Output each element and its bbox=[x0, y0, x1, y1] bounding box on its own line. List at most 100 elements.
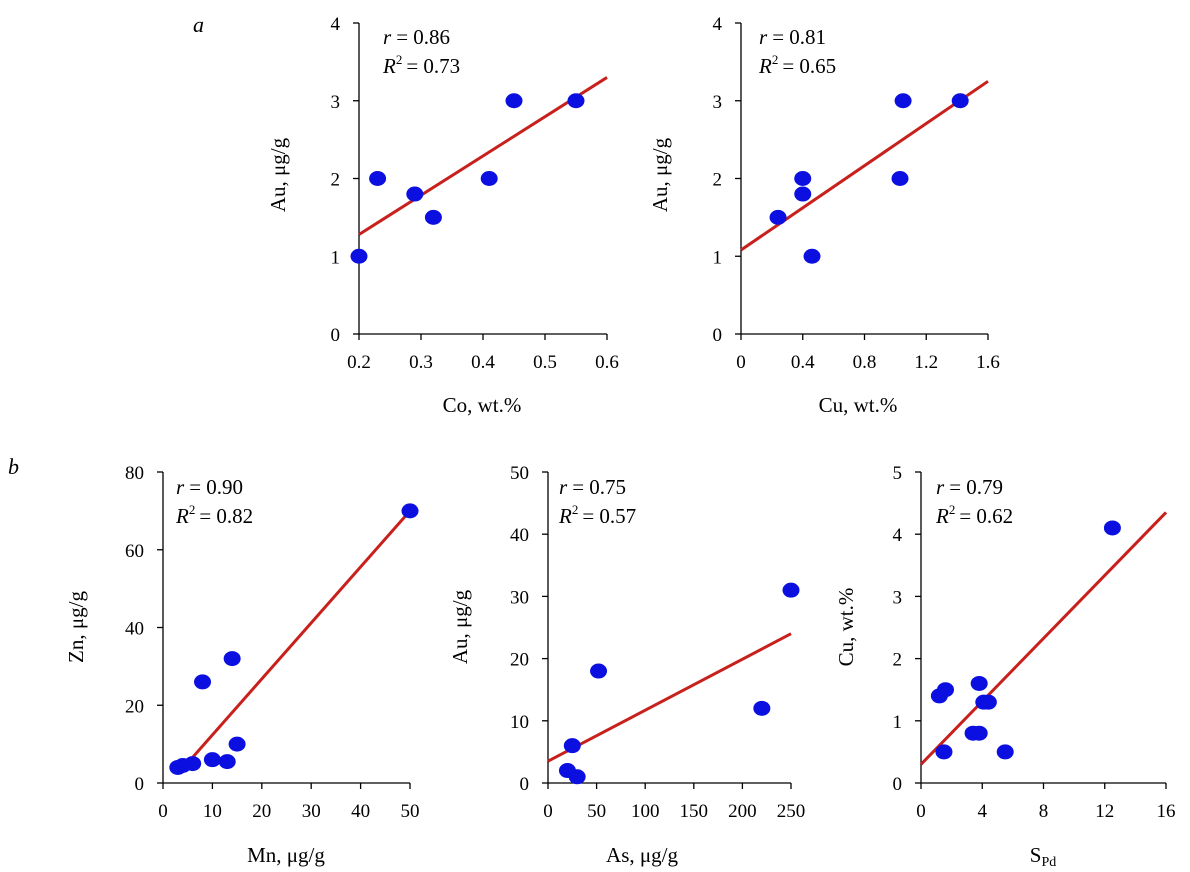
y-tick-label: 50 bbox=[510, 463, 529, 484]
y-tick-label: 3 bbox=[713, 92, 723, 113]
x-axis-label: As, μg/g bbox=[606, 843, 678, 867]
data-point bbox=[194, 674, 212, 690]
y-tick-label: 20 bbox=[510, 650, 529, 671]
y-tick-label: 40 bbox=[125, 619, 144, 640]
r-value-label: r = 0.90 bbox=[176, 475, 243, 499]
panel-label-a: a bbox=[193, 12, 204, 37]
x-tick-label: 12 bbox=[1095, 801, 1114, 822]
x-tick-label: 100 bbox=[631, 801, 660, 822]
x-tick-label: 0.4 bbox=[471, 352, 495, 373]
y-tick-label: 4 bbox=[893, 525, 903, 546]
data-point bbox=[794, 171, 812, 186]
data-point bbox=[223, 651, 241, 667]
y-tick-label: 30 bbox=[510, 587, 529, 608]
data-point bbox=[218, 754, 236, 770]
y-tick-label: 0 bbox=[520, 774, 530, 795]
y-tick-label: 3 bbox=[331, 92, 341, 113]
x-tick-label: 16 bbox=[1157, 801, 1176, 822]
regression-line bbox=[547, 632, 792, 763]
data-point bbox=[753, 700, 771, 716]
chart-zn-vs-mn: 0 10 20 30 40 50 0 20 40 60 80 Mn, μg/g Zn, μg/g r = 0… bbox=[64, 463, 420, 867]
y-tick-label: 2 bbox=[893, 650, 903, 671]
y-tick-label: 10 bbox=[510, 712, 529, 733]
data-point bbox=[228, 736, 246, 752]
y-axis-label: Au, μg/g bbox=[448, 589, 472, 664]
x-tick-label: 0.2 bbox=[347, 352, 371, 373]
chart-au-vs-cu: 0 0.4 0.8 1.2 1.6 0 1 2 3 4 Cu, wt.% Au, μg/g r = 0.8… bbox=[648, 14, 1000, 417]
data-point bbox=[794, 186, 812, 202]
y-tick-label: 0 bbox=[331, 325, 341, 346]
data-point bbox=[1103, 520, 1121, 536]
x-tick-label: 50 bbox=[401, 801, 420, 822]
y-tick-label: 2 bbox=[331, 170, 341, 191]
data-point bbox=[424, 209, 442, 225]
x-tick-label: 50 bbox=[587, 801, 606, 822]
x-tick-label: 0.3 bbox=[409, 352, 433, 373]
y-tick-label: 4 bbox=[331, 14, 341, 35]
y-tick-label: 1 bbox=[331, 247, 341, 268]
r-squared-label: R2 = 0.82 bbox=[175, 502, 253, 528]
x-axis-label: Cu, wt.% bbox=[819, 393, 898, 417]
r-squared-label: R2 = 0.73 bbox=[382, 52, 460, 78]
y-axis-label: Au, μg/g bbox=[266, 137, 290, 212]
y-axis-label: Zn, μg/g bbox=[64, 591, 88, 663]
data-point bbox=[894, 93, 912, 109]
regression-line bbox=[179, 509, 412, 773]
panel-label-b: b bbox=[8, 454, 19, 479]
x-tick-label: 1.6 bbox=[976, 352, 1000, 373]
y-tick-label: 1 bbox=[893, 712, 903, 733]
x-axis-label: SPd bbox=[1030, 843, 1056, 870]
y-tick-label: 0 bbox=[893, 774, 903, 795]
x-tick-label: 0 bbox=[543, 801, 553, 822]
r-value-label: r = 0.75 bbox=[559, 475, 626, 499]
data-point bbox=[505, 93, 523, 109]
data-point bbox=[369, 171, 387, 186]
x-tick-label: 10 bbox=[203, 801, 222, 822]
chart-au-vs-co: 0.2 0.3 0.4 0.5 0.6 0 1 2 3 4 Co, wt.% Au, μg/g r = 0… bbox=[266, 14, 619, 417]
x-tick-label: 40 bbox=[351, 801, 370, 822]
x-tick-label: 200 bbox=[728, 801, 757, 822]
r-squared-label: R2 = 0.62 bbox=[935, 502, 1013, 528]
data-point bbox=[406, 186, 424, 202]
x-tick-label: 250 bbox=[777, 801, 806, 822]
y-tick-label: 60 bbox=[125, 541, 144, 562]
x-tick-label: 4 bbox=[978, 801, 988, 822]
y-tick-label: 20 bbox=[125, 696, 144, 717]
x-tick-label: 0 bbox=[736, 352, 746, 373]
r-value-label: r = 0.81 bbox=[759, 25, 826, 49]
data-point bbox=[567, 93, 585, 109]
data-point bbox=[769, 209, 787, 225]
data-point bbox=[350, 248, 368, 264]
data-point bbox=[979, 694, 997, 710]
x-tick-label: 0 bbox=[158, 801, 168, 822]
r-value-label: r = 0.79 bbox=[936, 475, 1003, 499]
x-tick-label: 0.8 bbox=[853, 352, 877, 373]
data-point bbox=[184, 756, 202, 772]
x-tick-label: 20 bbox=[252, 801, 271, 822]
x-axis-label: Mn, μg/g bbox=[247, 843, 325, 867]
data-point bbox=[568, 769, 586, 785]
x-tick-label: 150 bbox=[680, 801, 709, 822]
x-tick-label: 30 bbox=[302, 801, 321, 822]
data-point bbox=[480, 171, 498, 186]
r-value-label: r = 0.86 bbox=[383, 25, 450, 49]
data-point bbox=[970, 725, 988, 741]
x-axis-label: Co, wt.% bbox=[443, 393, 522, 417]
data-point bbox=[563, 738, 581, 754]
x-tick-label: 0.5 bbox=[533, 352, 557, 373]
data-point bbox=[891, 171, 909, 186]
y-axis-label: Au, μg/g bbox=[648, 137, 672, 212]
y-axis-label: Cu, wt.% bbox=[834, 588, 858, 667]
y-tick-label: 40 bbox=[510, 525, 529, 546]
y-tick-label: 0 bbox=[713, 325, 723, 346]
r-squared-label: R2 = 0.57 bbox=[558, 502, 636, 528]
x-tick-label: 0.6 bbox=[595, 352, 619, 373]
data-point bbox=[996, 744, 1014, 760]
data-point bbox=[782, 582, 800, 598]
x-tick-label: 1.2 bbox=[914, 352, 938, 373]
y-tick-label: 5 bbox=[893, 463, 903, 484]
data-point bbox=[970, 675, 988, 691]
